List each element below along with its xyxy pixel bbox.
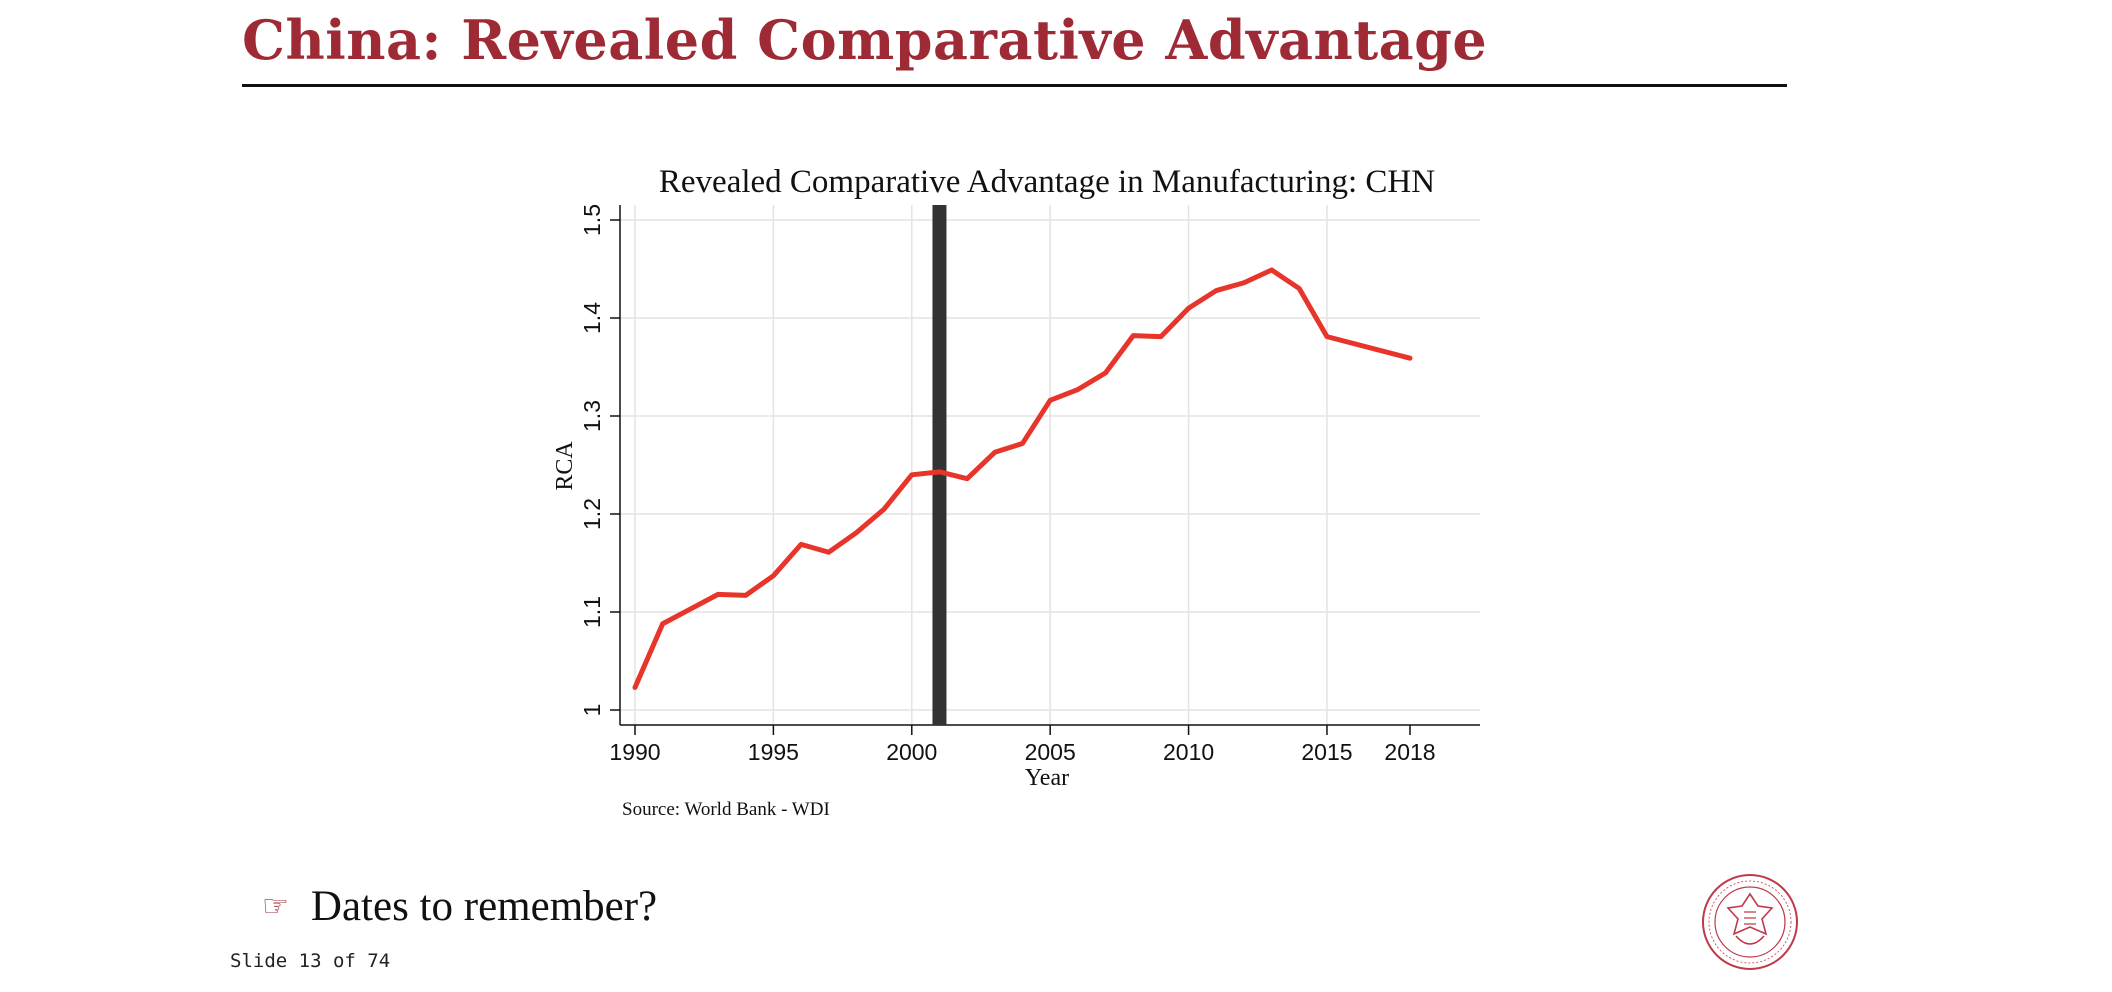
y-tick-label: 1.4 <box>579 302 605 334</box>
data-point <box>826 550 831 555</box>
rca-series-line <box>632 267 1413 690</box>
data-point <box>1407 355 1413 361</box>
data-point <box>715 592 721 597</box>
data-point <box>1269 267 1274 273</box>
chart-source-note: Source: World Bank - WDI <box>622 799 830 820</box>
x-tick-label: 1995 <box>748 739 799 765</box>
slide-number: Slide 13 of 74 <box>230 950 391 972</box>
data-point <box>743 593 748 598</box>
x-tick-label: 2010 <box>1163 739 1214 765</box>
data-point <box>1186 306 1191 311</box>
chart-title: Revealed Comparative Advantage in Manufa… <box>659 164 1435 200</box>
data-point <box>881 506 887 512</box>
data-point <box>660 621 665 626</box>
y-tick-label: 1.5 <box>579 204 605 236</box>
data-point <box>688 606 693 612</box>
x-tick-label: 2000 <box>886 739 937 765</box>
data-point <box>1075 387 1081 392</box>
data-point <box>1214 288 1219 293</box>
x-tick-label: 2015 <box>1301 739 1352 765</box>
y-axis-label: RCA <box>552 441 578 491</box>
data-point <box>1047 398 1053 403</box>
y-tick-label: 1.3 <box>579 400 605 432</box>
data-point <box>992 450 998 455</box>
data-point <box>1158 334 1164 339</box>
x-axis-label: Year <box>1025 765 1069 791</box>
data-point <box>632 685 638 690</box>
data-point <box>1297 286 1302 291</box>
bullet-item: ☞ Dates to remember? <box>262 882 657 931</box>
data-point <box>1324 334 1330 339</box>
data-point <box>1103 370 1108 376</box>
slide-title: China: Revealed Comparative Advantage <box>242 8 1488 72</box>
data-point <box>1020 441 1025 446</box>
pointing-hand-icon: ☞ <box>262 889 289 924</box>
y-tick-label: 1.2 <box>579 498 605 530</box>
x-tick-label: 2018 <box>1384 739 1435 765</box>
y-tick-label: 1.1 <box>579 596 605 628</box>
data-point <box>798 542 804 547</box>
y-tick-label: 1 <box>579 704 605 717</box>
x-tick-label: 1990 <box>609 739 660 765</box>
data-point <box>937 469 942 475</box>
university-seal-logo <box>1702 874 1798 970</box>
title-divider <box>242 84 1787 87</box>
data-point <box>909 472 914 477</box>
data-point <box>1241 280 1247 285</box>
vertical-marker-bar <box>932 205 947 725</box>
data-point <box>771 573 776 578</box>
data-point <box>964 476 970 481</box>
bullet-text: Dates to remember? <box>310 883 658 930</box>
x-tick-label: 2005 <box>1025 739 1076 765</box>
data-point <box>1131 333 1136 338</box>
data-point <box>854 530 859 535</box>
